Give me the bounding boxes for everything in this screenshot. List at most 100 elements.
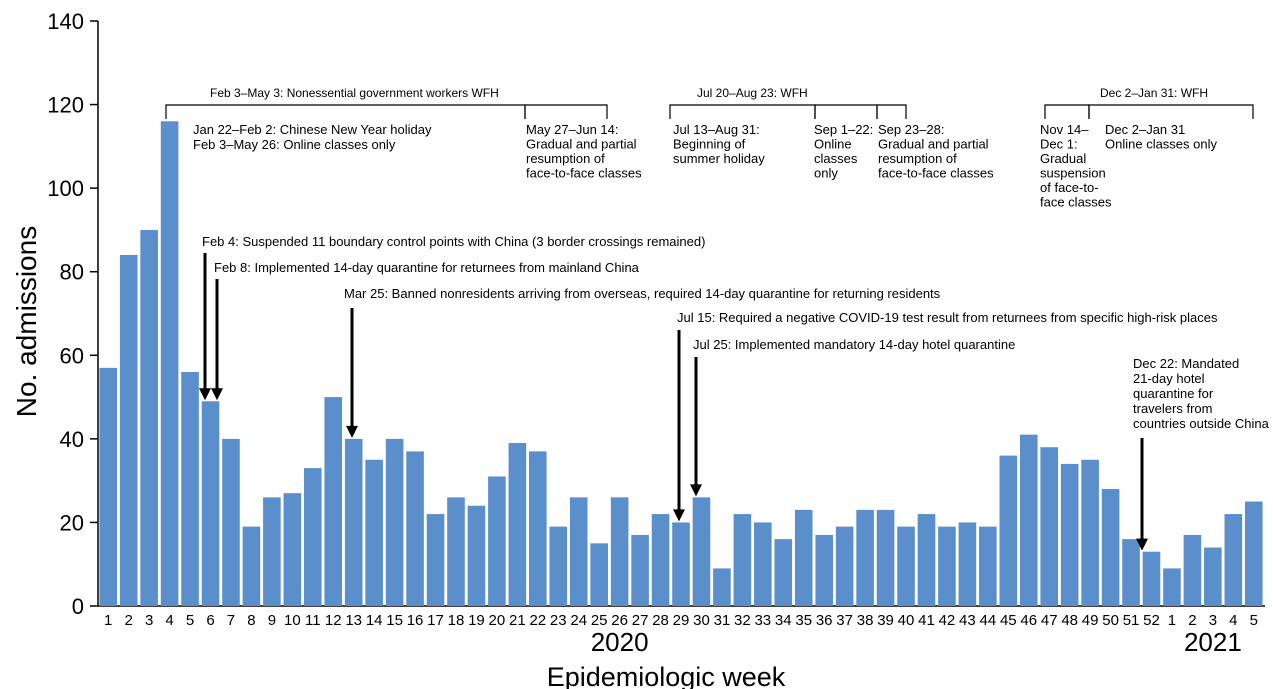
x-tick-label: 4 [1229,612,1237,629]
x-tick-label: 8 [247,612,255,629]
bar-week-3-2020 [140,229,158,606]
x-tick-label: 10 [284,612,301,629]
x-tick-label: 17 [427,612,444,629]
arrow-jul25-head [690,484,702,497]
x-tick-label: 44 [979,612,996,629]
x-tick-label: 48 [1061,612,1078,629]
annotation-mar25: Mar 25: Banned nonresidents arriving fro… [344,286,941,301]
bar-week-16-2020 [406,451,424,606]
annotation-jul15: Jul 15: Required a negative COVID-19 tes… [677,310,1218,325]
bar-week-40-2020 [897,526,915,606]
x-tick-label: 5 [186,612,194,629]
period-bracket-jul-aug [669,104,816,119]
x-tick-label: 37 [836,612,853,629]
x-tick-label: 4 [165,612,173,629]
school-period-label-4: classes [814,151,858,166]
x-tick-label: 35 [795,612,812,629]
bar-week-35-2020 [794,509,813,606]
bar-week-31-2020 [713,568,731,606]
bar-week-38-2020 [856,509,874,606]
x-tick-label: 41 [918,612,935,629]
school-period-label-6: Dec 1: [1040,137,1078,152]
annotation-feb4: Feb 4: Suspended 11 boundary control poi… [202,234,705,249]
y-tick-label: 20 [60,510,84,535]
y-tick-label: 140 [47,9,84,34]
x-tick-label: 36 [816,612,833,629]
bar-week-27-2020 [631,534,649,606]
bar-week-30-2020 [692,497,711,606]
period-bracket-may-jun [524,104,608,119]
x-tick-label: 12 [325,612,342,629]
arrow-feb8-head [211,388,223,401]
x-tick-label: 14 [366,612,383,629]
x-tick-label: 39 [877,612,894,629]
school-period-label-6: suspension [1040,166,1106,181]
x-tick-label: 32 [734,612,751,629]
bar-week-49-2020 [1081,459,1099,606]
y-tick-label: 40 [60,427,84,452]
year-label: 2021 [1184,627,1242,657]
x-tick-label: 15 [386,612,403,629]
arrow-jul15-head [673,509,685,522]
y-tick-label: 100 [47,176,84,201]
bar-week-19-2020 [467,505,486,606]
x-tick-label: 23 [550,612,567,629]
bar-week-5-2021 [1244,501,1263,606]
arrow-feb4-head [199,388,211,401]
x-tick-label: 26 [611,612,628,629]
bar-week-4-2021 [1224,514,1243,606]
x-tick-label: 24 [570,612,587,629]
bar-week-26-2020 [610,497,629,606]
year-label: 2020 [591,627,649,657]
x-tick-label: 9 [268,612,276,629]
school-period-label-5: face-to-face classes [878,166,994,181]
bar-week-11-2020 [303,468,322,606]
school-period-label-7: Online classes only [1105,137,1217,152]
period-bracket-feb-may [165,104,526,119]
x-tick-label: 3 [145,612,153,629]
school-period-label-2: May 27–Jun 14: [526,122,619,137]
x-tick-label: 11 [305,612,321,629]
bar-week-17-2020 [426,514,445,606]
school-period-label-6: Gradual [1040,151,1086,166]
annotation-dec22: Dec 22: Mandated [1133,356,1239,371]
x-tick-label: 52 [1143,612,1160,629]
x-tick-label: 1 [1168,612,1176,629]
x-tick-label: 16 [407,612,424,629]
x-tick-label: 46 [1020,612,1037,629]
bar-week-9-2020 [263,497,281,606]
period-bracket-sep-23-28 [876,104,907,119]
x-tick-label: 19 [468,612,485,629]
school-period-label-3: summer holiday [673,151,765,166]
bar-week-3-2021 [1204,547,1222,606]
bar-week-8-2020 [242,526,261,606]
bar-week-50-2020 [1101,489,1120,606]
bar-week-41-2020 [917,514,936,606]
bar-week-4-2020 [160,121,179,607]
bar-week-18-2020 [447,497,465,606]
x-tick-label: 47 [1041,612,1058,629]
school-period-label-1: Feb 3–May 26: Online classes only [193,137,396,152]
x-tick-label: 6 [206,612,214,629]
wfh-period-label-2: Jul 20–Aug 23: WFH [697,86,808,100]
school-period-label-5: Gradual and partial [878,137,989,152]
wfh-period-label-3: Dec 2–Jan 31: WFH [1100,86,1208,100]
bar-week-37-2020 [835,526,854,606]
bar-week-10-2020 [283,493,302,606]
x-tick-label: 51 [1123,612,1140,629]
bar-week-28-2020 [651,514,670,606]
x-tick-label: 45 [1000,612,1017,629]
arrow-mar25-head [346,425,358,438]
period-bracket-sep-1-22 [814,104,878,119]
bar-week-13-2020 [344,438,363,606]
x-tick-label: 18 [448,612,465,629]
x-tick-label: 29 [673,612,690,629]
bar-week-52-2020 [1142,551,1161,606]
y-tick-label: 120 [47,93,84,118]
school-period-label-4: only [814,166,838,181]
x-tick-label: 5 [1250,612,1258,629]
bar-week-24-2020 [569,497,588,606]
x-tick-label: 3 [1209,612,1217,629]
bar-week-14-2020 [365,459,383,606]
